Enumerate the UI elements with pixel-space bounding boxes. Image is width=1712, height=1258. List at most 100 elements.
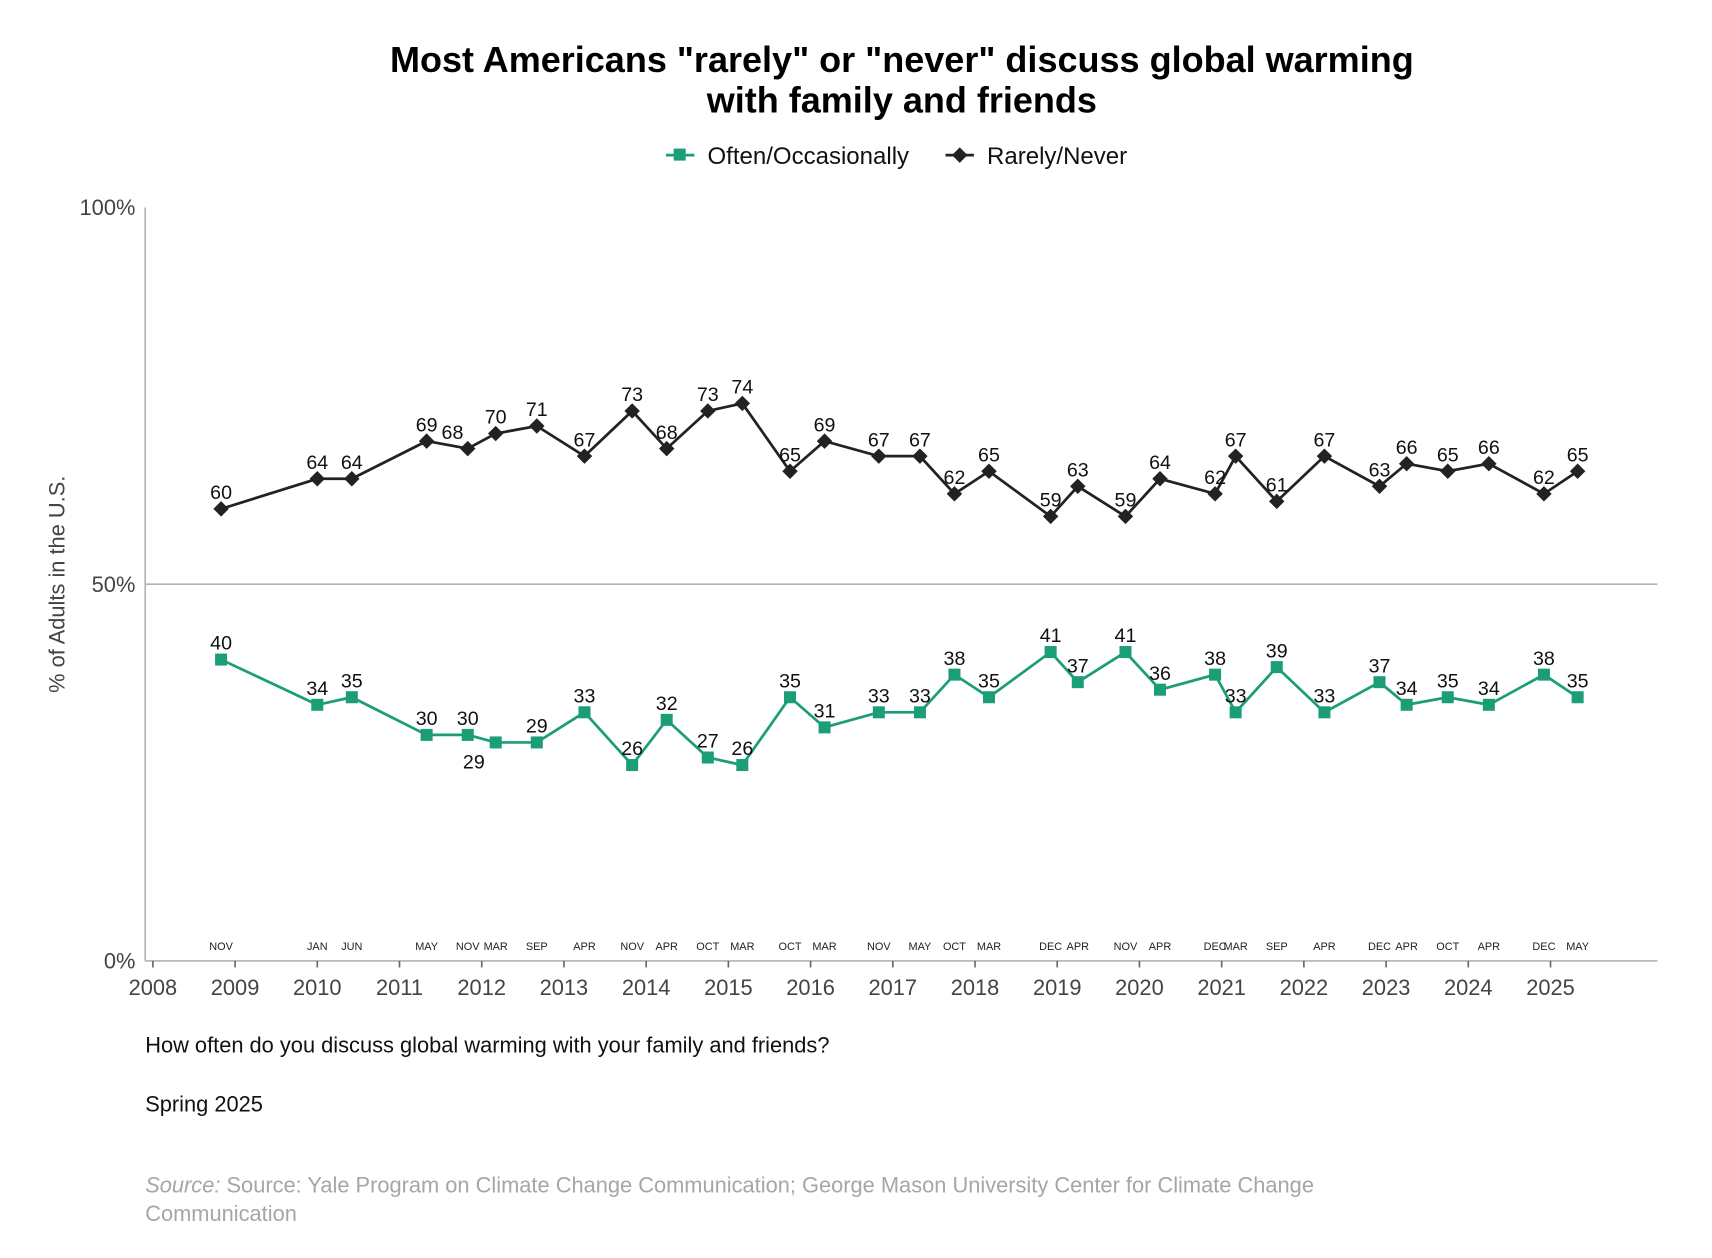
- data-label: 40: [210, 633, 232, 655]
- data-point: [1207, 486, 1223, 502]
- data-point: [1371, 478, 1388, 495]
- x-tick-label: 2023: [1362, 975, 1411, 1000]
- data-point: [913, 706, 926, 719]
- month-label: DEC: [1039, 941, 1062, 953]
- data-point: [700, 403, 716, 419]
- x-tick-label: 2010: [293, 975, 342, 1000]
- data-point: [345, 691, 358, 704]
- x-tick-label: 2008: [129, 975, 178, 1000]
- x-tick-label: 2011: [376, 975, 423, 1000]
- data-point: [487, 425, 504, 442]
- chart-title-line1: Most Americans "rarely" or "never" discu…: [390, 39, 1414, 80]
- x-tick-label: 2015: [704, 975, 753, 1000]
- month-label: OCT: [943, 941, 966, 953]
- month-label: OCT: [1436, 941, 1459, 953]
- month-label: APR: [1149, 941, 1172, 953]
- data-label: 65: [779, 444, 801, 466]
- data-label: 64: [341, 452, 363, 474]
- data-label: 35: [1567, 670, 1589, 692]
- month-label: MAR: [812, 941, 836, 953]
- data-point: [1227, 448, 1244, 464]
- x-tick-label: 2022: [1280, 975, 1329, 1000]
- data-label: 65: [1437, 444, 1459, 466]
- x-tick-label: 2024: [1444, 975, 1493, 1000]
- data-label: 33: [1313, 685, 1335, 707]
- legend-rarely-label: Rarely/Never: [987, 143, 1127, 170]
- data-label: 66: [1396, 437, 1418, 459]
- data-point: [460, 440, 476, 457]
- data-label: 73: [621, 384, 643, 406]
- data-label: 33: [868, 685, 890, 707]
- data-label: 62: [944, 467, 966, 489]
- data-label: 35: [779, 670, 801, 692]
- legend-often-label: Often/Occasionally: [708, 143, 910, 170]
- data-label: 64: [1149, 452, 1171, 474]
- data-point: [418, 433, 435, 449]
- data-label: 29: [526, 716, 548, 738]
- data-point: [530, 736, 543, 749]
- data-point: [701, 751, 714, 764]
- data-point: [578, 706, 591, 719]
- x-tick-label: 2013: [540, 975, 589, 1000]
- x-tick-label: 2021: [1197, 975, 1246, 1000]
- x-tick-label: 2020: [1115, 975, 1164, 1000]
- chart-title-line2: with family and friends: [706, 80, 1097, 121]
- data-point: [489, 736, 502, 749]
- data-label: 60: [210, 482, 232, 504]
- axes: 0% 50% 100% 2008 2009 2010 2011 2012 2013 2014 201…: [80, 195, 1658, 1000]
- data-label: 26: [731, 738, 753, 760]
- month-label: APR: [1395, 941, 1418, 953]
- data-point: [1398, 455, 1415, 472]
- data-label: 34: [306, 678, 328, 700]
- data-label: 36: [1149, 663, 1171, 685]
- month-label: OCT: [696, 941, 719, 953]
- data-point: [1316, 448, 1333, 464]
- data-point: [1044, 646, 1057, 659]
- data-label: 33: [574, 685, 596, 707]
- x-tick-label: 2016: [786, 975, 835, 1000]
- month-label: MAY: [1566, 941, 1590, 953]
- data-label: 68: [656, 422, 678, 444]
- data-point: [872, 706, 885, 719]
- data-label: 33: [909, 685, 931, 707]
- data-point: [1269, 493, 1285, 510]
- data-label: 31: [814, 701, 836, 723]
- x-tick-label: 2012: [457, 975, 506, 1000]
- data-label: 37: [1369, 655, 1391, 677]
- question-text: How often do you discuss global warming …: [145, 1033, 829, 1058]
- data-point: [946, 486, 963, 502]
- month-label: JAN: [307, 941, 328, 953]
- data-label: 30: [457, 708, 479, 730]
- data-label: 70: [485, 407, 507, 429]
- data-label: 35: [1437, 670, 1459, 692]
- data-label: 65: [978, 444, 1000, 466]
- data-point: [784, 691, 797, 704]
- source-line2: Communication: [145, 1201, 297, 1226]
- data-label: 59: [1115, 490, 1137, 512]
- data-point: [1229, 706, 1242, 719]
- data-label: 41: [1040, 625, 1062, 647]
- month-label: NOV: [620, 941, 644, 953]
- period-text: Spring 2025: [145, 1092, 263, 1117]
- data-point: [948, 668, 961, 681]
- data-label: 66: [1478, 437, 1500, 459]
- data-point: [344, 471, 360, 487]
- data-point: [626, 759, 639, 772]
- data-point: [818, 721, 831, 734]
- data-label: 71: [526, 399, 548, 421]
- legend: Often/Occasionally Rarely/Never: [666, 143, 1127, 170]
- x-tick-label: 2019: [1033, 975, 1082, 1000]
- data-label: 37: [1067, 655, 1089, 677]
- data-point: [1536, 486, 1552, 502]
- data-label: 69: [814, 414, 836, 436]
- month-label: NOV: [1114, 941, 1138, 953]
- data-label: 74: [731, 377, 753, 399]
- data-label: 39: [1266, 640, 1288, 662]
- data-label: 34: [1396, 678, 1418, 700]
- data-point: [1537, 668, 1550, 681]
- data-point: [816, 433, 833, 449]
- source-text: Source: Source: Yale Program on Climate …: [145, 1172, 1314, 1197]
